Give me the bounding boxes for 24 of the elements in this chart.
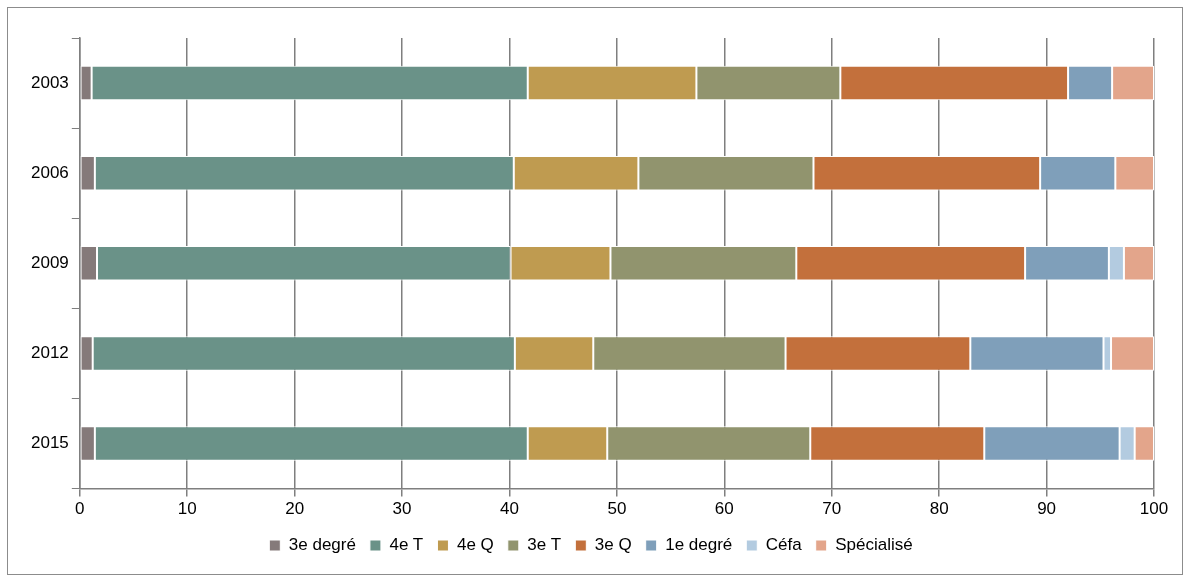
y-tick-label: 2015 xyxy=(30,433,69,453)
legend-label: 4e T xyxy=(389,535,424,555)
x-tick-label: 40 xyxy=(500,499,519,519)
x-tick-label: 60 xyxy=(714,499,734,519)
legend-label: 4e Q xyxy=(456,535,494,555)
x-tick-label: 0 xyxy=(75,499,85,519)
legend-label: 1e degré xyxy=(665,535,733,555)
x-tick-label: 100 xyxy=(1139,499,1169,519)
x-tick-label: 80 xyxy=(929,499,949,519)
x-tick-label: 70 xyxy=(822,499,842,519)
y-tick-label: 2012 xyxy=(30,343,69,363)
x-tick-label: 50 xyxy=(607,499,627,519)
legend-label: Spécialisé xyxy=(835,535,913,555)
x-tick-label: 20 xyxy=(285,499,305,519)
y-tick-label: 2006 xyxy=(30,162,69,182)
legend-label: 3e T xyxy=(527,535,562,555)
y-tick-label: 2009 xyxy=(30,252,69,272)
legend-label: Céfa xyxy=(765,535,803,555)
legend-label: 3e Q xyxy=(594,535,632,555)
y-tick-label: 2003 xyxy=(30,72,69,92)
x-tick-label: 30 xyxy=(392,499,412,519)
legend-label: 3e degré xyxy=(288,535,356,555)
x-tick-label: 10 xyxy=(177,499,197,519)
x-tick-label: 90 xyxy=(1037,499,1057,519)
